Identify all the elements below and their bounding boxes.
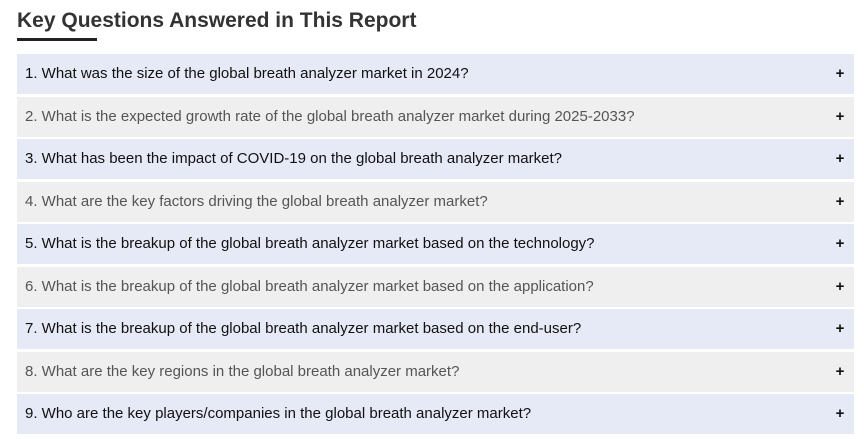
faq-item-5[interactable]: 5. What is the breakup of the global bre… (17, 224, 854, 264)
plus-icon[interactable]: + (835, 362, 845, 380)
plus-icon[interactable]: + (835, 65, 845, 82)
plus-icon[interactable]: + (835, 150, 845, 167)
faq-list: 1. What was the size of the global breat… (17, 54, 854, 437)
faq-item-3[interactable]: 3. What has been the impact of COVID-19 … (17, 139, 854, 179)
faq-item-2[interactable]: 2. What is the expected growth rate of t… (17, 96, 854, 137)
plus-icon[interactable]: + (835, 235, 845, 252)
faq-item-1[interactable]: 1. What was the size of the global breat… (17, 54, 854, 94)
faq-item-7[interactable]: 7. What is the breakup of the global bre… (17, 309, 854, 349)
faq-question: 9. Who are the key players/companies in … (25, 405, 532, 422)
plus-icon[interactable]: + (835, 277, 845, 295)
faq-question: 3. What has been the impact of COVID-19 … (25, 150, 562, 167)
faq-question: 7. What is the breakup of the global bre… (25, 320, 582, 337)
faq-question: 8. What are the key regions in the globa… (25, 362, 460, 380)
section-title: Key Questions Answered in This Report (17, 9, 417, 32)
faq-question: 6. What is the breakup of the global bre… (25, 277, 594, 295)
faq-question: 4. What are the key factors driving the … (25, 192, 488, 210)
faq-item-6[interactable]: 6. What is the breakup of the global bre… (17, 266, 854, 307)
plus-icon[interactable]: + (835, 192, 845, 210)
faq-question: 5. What is the breakup of the global bre… (25, 235, 595, 252)
faq-question: 1. What was the size of the global breat… (25, 65, 469, 82)
plus-icon[interactable]: + (835, 320, 845, 337)
plus-icon[interactable]: + (835, 107, 845, 125)
faq-question: 2. What is the expected growth rate of t… (25, 107, 635, 125)
faq-item-4[interactable]: 4. What are the key factors driving the … (17, 181, 854, 222)
title-underline (17, 38, 97, 41)
faq-item-8[interactable]: 8. What are the key regions in the globa… (17, 351, 854, 392)
faq-item-9[interactable]: 9. Who are the key players/companies in … (17, 394, 854, 434)
plus-icon[interactable]: + (835, 405, 845, 422)
